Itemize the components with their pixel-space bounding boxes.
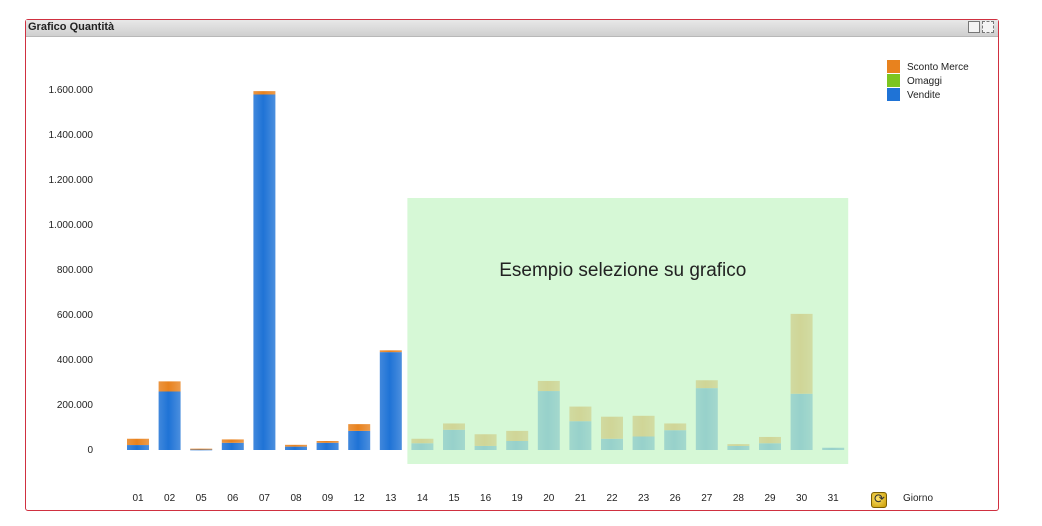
cycle-group-icon[interactable] bbox=[871, 491, 887, 508]
bar-segment[interactable] bbox=[127, 445, 149, 450]
bar-segment[interactable] bbox=[158, 391, 181, 451]
x-tick-label: 02 bbox=[164, 493, 176, 504]
x-tick-label: 06 bbox=[227, 493, 239, 504]
y-tick-label: 600.000 bbox=[57, 310, 94, 321]
bar-segment[interactable] bbox=[379, 350, 402, 353]
selection-label: Esempio selezione su grafico bbox=[499, 260, 746, 281]
bar-segment[interactable] bbox=[285, 446, 307, 450]
x-tick-label: 19 bbox=[512, 493, 524, 504]
bar-segment[interactable] bbox=[316, 441, 339, 443]
legend-swatch bbox=[887, 74, 900, 87]
x-tick-label: 22 bbox=[606, 493, 618, 504]
y-tick-label: 1.000.000 bbox=[49, 220, 94, 231]
window-titlebar[interactable]: Grafico Quantità bbox=[26, 20, 998, 37]
y-tick-label: 800.000 bbox=[57, 265, 94, 276]
y-tick-label: 400.000 bbox=[57, 355, 94, 366]
x-tick-label: 05 bbox=[196, 493, 208, 504]
bar-segment[interactable] bbox=[221, 442, 244, 450]
y-tick-label: 1.600.000 bbox=[49, 85, 94, 96]
x-tick-label: 30 bbox=[796, 493, 808, 504]
legend-entry[interactable]: Omaggi bbox=[907, 76, 942, 87]
x-tick-label: 08 bbox=[290, 493, 302, 504]
x-tick-label: 07 bbox=[259, 493, 271, 504]
y-tick-label: 1.200.000 bbox=[49, 175, 94, 186]
print-icon[interactable] bbox=[968, 21, 980, 33]
legend-entry[interactable]: Vendite bbox=[907, 90, 941, 101]
bar-segment[interactable] bbox=[348, 424, 371, 431]
x-tick-label: 15 bbox=[448, 493, 460, 504]
x-tick-label: 31 bbox=[828, 493, 840, 504]
bar-segment[interactable] bbox=[221, 439, 244, 443]
window-title: Grafico Quantità bbox=[28, 21, 115, 33]
x-tick-label: 23 bbox=[638, 493, 650, 504]
x-tick-label: 16 bbox=[480, 493, 492, 504]
x-tick-label: 29 bbox=[764, 493, 776, 504]
x-tick-label: 28 bbox=[733, 493, 745, 504]
bar-segment[interactable] bbox=[348, 430, 371, 450]
legend-swatch bbox=[887, 60, 900, 73]
x-tick-label: 21 bbox=[575, 493, 587, 504]
restore-icon[interactable] bbox=[982, 21, 994, 33]
y-tick-label: 1.400.000 bbox=[49, 130, 94, 141]
bar-segment[interactable] bbox=[127, 438, 149, 446]
y-axis: 0 200.000 400.000 600.000 800.000 1.000.000 1.… bbox=[49, 85, 94, 456]
bar-segment[interactable] bbox=[379, 352, 402, 450]
x-tick-label: 01 bbox=[132, 493, 144, 504]
y-tick-label: 200.000 bbox=[57, 400, 94, 411]
bar-segment[interactable] bbox=[253, 94, 276, 451]
bar-segment[interactable] bbox=[253, 91, 276, 95]
y-tick-label: 0 bbox=[87, 445, 93, 456]
x-tick-label: 27 bbox=[701, 493, 713, 504]
x-axis: 01 02 05 06 07 08 09 12 13 14 15 16 19 20 21 22 23 26 27 28… bbox=[132, 493, 839, 504]
x-tick-label: 20 bbox=[543, 493, 555, 504]
bar-segment[interactable] bbox=[190, 449, 213, 451]
x-tick-label: 14 bbox=[417, 493, 429, 504]
bar-segment[interactable] bbox=[158, 381, 181, 392]
bar-segment[interactable] bbox=[190, 448, 213, 450]
bar-segment[interactable] bbox=[285, 444, 307, 447]
legend-swatch bbox=[887, 88, 900, 101]
dimension-label: Giorno bbox=[903, 493, 934, 504]
legend-entry[interactable]: Sconto Merce bbox=[907, 62, 969, 73]
bar-segment[interactable] bbox=[316, 442, 339, 450]
legend: Sconto Merce Omaggi Vendite bbox=[887, 60, 969, 101]
x-tick-label: 26 bbox=[670, 493, 682, 504]
selection-layer: Esempio selezione su grafico bbox=[407, 198, 849, 464]
selection-rectangle[interactable] bbox=[407, 198, 849, 464]
x-tick-label: 12 bbox=[354, 493, 366, 504]
x-tick-label: 09 bbox=[322, 493, 334, 504]
x-tick-label: 13 bbox=[385, 493, 397, 504]
